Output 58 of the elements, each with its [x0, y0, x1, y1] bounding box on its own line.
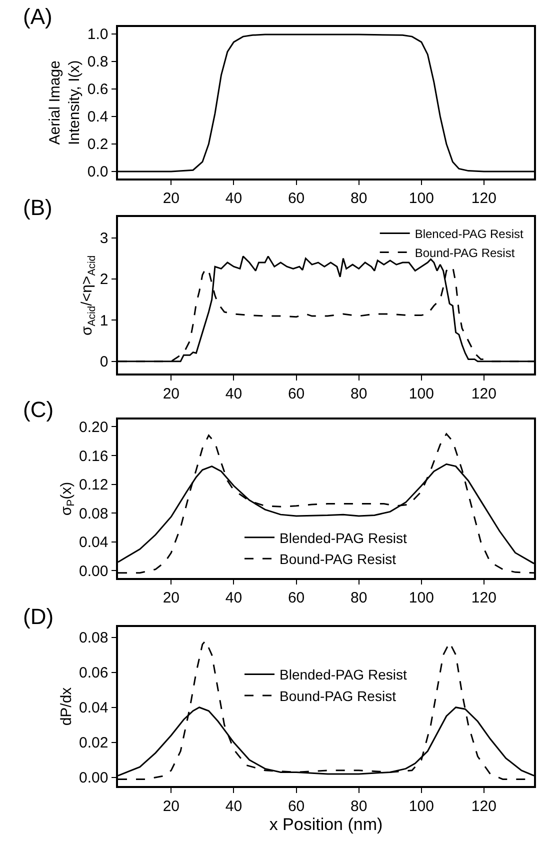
y-tick-label: 0.20: [79, 418, 108, 436]
legend-label: Blended-PAG Resist: [280, 666, 407, 683]
y-axis-title: dP/dx: [58, 686, 75, 726]
y-tick-label: 0.4: [87, 108, 108, 126]
x-tick-label: 40: [225, 190, 242, 208]
legend-label: Bound-PAG Resist: [280, 688, 396, 704]
y-tick-label: 3: [100, 230, 108, 248]
x-tick-label: 60: [288, 190, 305, 208]
x-tick-label: 100: [408, 190, 434, 208]
legend-label: Blended-PAG Resist: [280, 530, 407, 546]
x-tick-label: 60: [288, 590, 305, 607]
y-tick-label: 1.0: [87, 26, 108, 44]
y-axis-title: Aerial Image Intensity, I(x): [46, 60, 84, 146]
x-tick-label: 80: [350, 798, 368, 815]
y-tick-label: 0.04: [79, 700, 108, 717]
legend-label: Bound-PAG Resist: [414, 246, 516, 260]
x-tick-label: 80: [350, 190, 368, 208]
x-tick-label: 120: [471, 798, 496, 815]
y-tick-label: 0.2: [87, 136, 108, 154]
x-tick-label: 100: [408, 385, 434, 402]
x-tick-label: 120: [471, 385, 496, 402]
y-tick-label: 1: [100, 312, 108, 330]
x-axis-title: x Position (nm): [269, 814, 383, 834]
y-tick-label: 0: [100, 354, 108, 371]
x-tick-label: 60: [288, 798, 305, 815]
y-tick-label: 0.08: [79, 630, 108, 647]
x-tick-label: 100: [408, 590, 434, 607]
x-tick-label: 80: [350, 385, 368, 402]
y-tick-label: 0.06: [79, 664, 108, 682]
legend-label: Blenced-PAG Resist: [414, 226, 524, 241]
y-tick-label: 0.08: [79, 505, 108, 522]
y-tick-label: 0.16: [79, 448, 108, 465]
x-tick-label: 20: [162, 590, 180, 607]
x-tick-label: 100: [408, 798, 434, 815]
y-tick-label: 0.12: [79, 476, 108, 494]
chart-title: (A): [23, 4, 52, 29]
x-tick-label: 60: [288, 385, 305, 402]
x-tick-label: 80: [350, 590, 368, 607]
legend-label: Bound-PAG Resist: [280, 551, 396, 568]
y-tick-label: 0.00: [79, 770, 108, 787]
y-tick-label: 0.6: [87, 81, 108, 98]
x-tick-label: 120: [471, 190, 496, 208]
x-tick-label: 20: [162, 798, 180, 815]
chart-title: (B): [23, 195, 52, 220]
x-tick-label: 40: [225, 385, 242, 402]
x-tick-label: 40: [225, 798, 242, 815]
y-tick-label: 0.04: [79, 534, 108, 552]
x-tick-label: 20: [162, 190, 180, 208]
y-tick-label: 0.8: [87, 54, 108, 71]
y-tick-label: 0.00: [79, 562, 108, 580]
y-tick-label: 2: [100, 271, 108, 288]
x-tick-label: 20: [162, 385, 180, 402]
chart-title: (D): [23, 604, 54, 629]
x-tick-label: 120: [471, 590, 496, 607]
x-tick-label: 40: [225, 590, 242, 607]
y-tick-label: 0.02: [79, 734, 108, 752]
chart-title: (C): [23, 397, 54, 422]
y-tick-label: 0.0: [87, 164, 108, 181]
